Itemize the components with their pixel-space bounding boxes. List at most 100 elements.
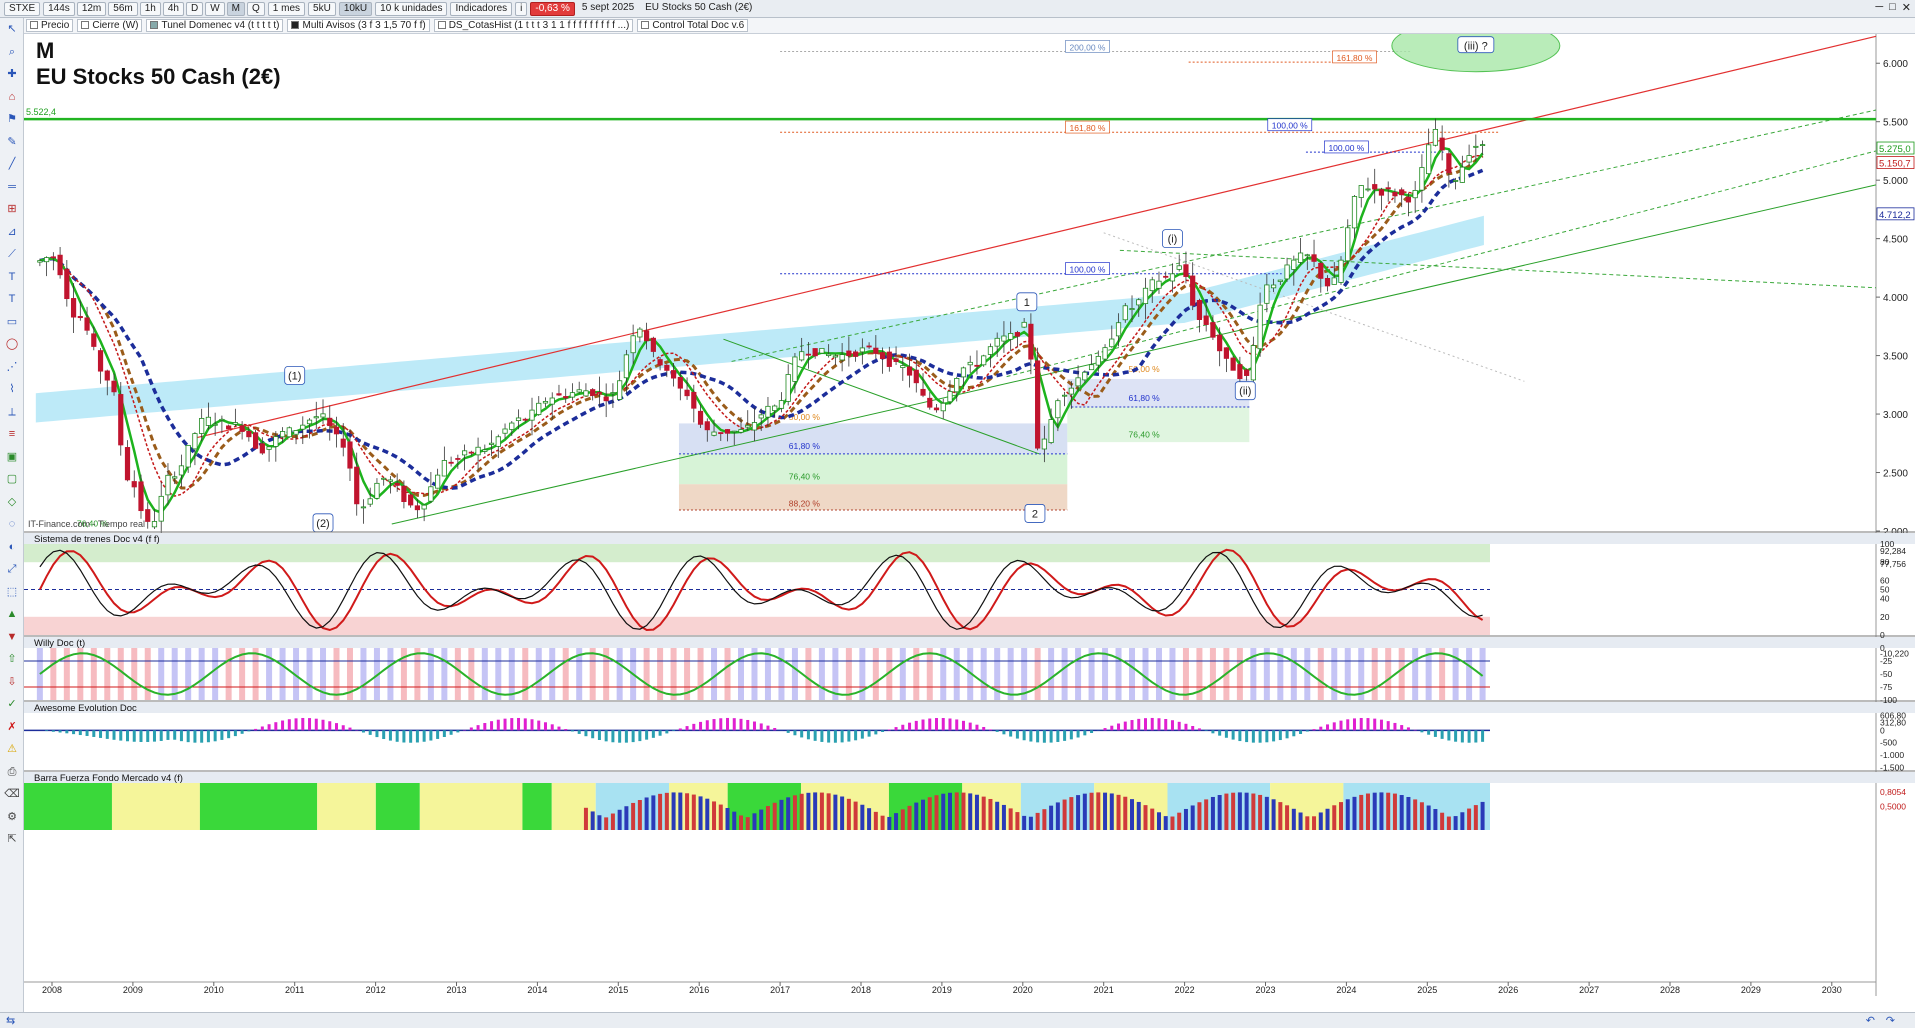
trenes-axis-label: 92,284: [1880, 546, 1906, 556]
barra-bar: [772, 802, 777, 830]
interval-button-1h[interactable]: 1h: [139, 1, 161, 16]
symbol-select[interactable]: STXE: [4, 1, 41, 16]
navigator-icon[interactable]: ⇆: [6, 1015, 16, 1027]
tool-17-icon[interactable]: ⟂: [8, 405, 16, 418]
barra-bar: [1298, 812, 1303, 830]
candle-body: [866, 345, 872, 348]
tool-9-icon[interactable]: ⊿: [7, 225, 17, 238]
tool-11-icon[interactable]: T: [8, 270, 16, 283]
tool-14-icon[interactable]: ◯: [5, 338, 19, 350]
awesome-bar: [1440, 730, 1444, 739]
tool-4-icon[interactable]: ⚑: [7, 113, 17, 125]
barra-bar: [1109, 793, 1114, 830]
candle-body: [947, 391, 953, 403]
candle-body: [232, 422, 238, 425]
candle-body: [1014, 332, 1021, 337]
tool-33-icon[interactable]: ⎙: [7, 765, 17, 778]
time-axis-label: 2019: [932, 985, 952, 995]
awesome-bar: [442, 730, 446, 737]
tool-20-icon[interactable]: ▢: [6, 473, 18, 485]
awesome-bar: [766, 725, 770, 731]
units-10k-button[interactable]: 10kU: [338, 1, 373, 16]
cotas-hist-toggle[interactable]: DS_CotasHist (1 t t t 3 1 1 f f f f f f …: [433, 19, 634, 32]
tool-21-icon[interactable]: ◇: [7, 495, 17, 508]
tool-16-icon[interactable]: ⌇: [9, 383, 15, 395]
tool-5-icon[interactable]: ✎: [7, 135, 17, 148]
tool-3-icon[interactable]: ⌂: [8, 90, 16, 103]
tool-6-icon[interactable]: ╱: [8, 158, 16, 170]
barra-bar: [1237, 792, 1242, 830]
control-total-toggle[interactable]: Control Total Doc v.6: [637, 19, 749, 32]
tool-22-icon[interactable]: ◌: [8, 518, 16, 530]
tool-35-icon[interactable]: ⚙: [7, 810, 17, 823]
interval-button-56m[interactable]: 56m: [108, 1, 138, 16]
tool-32-icon[interactable]: ⚠: [7, 743, 17, 755]
tool-27-icon[interactable]: ▼: [6, 630, 18, 643]
tool-28-icon[interactable]: ⇧: [7, 653, 17, 665]
fib-label: 161,80 %: [1065, 120, 1110, 134]
tool-23-icon[interactable]: ◐: [8, 540, 16, 553]
drawing-toolbar: ↖ ⌕ ✚ ⌂ ⚑ ✎ ╱ ═ ⊞ ⊿ ⟋ T T ▭ ◯ ⋰ ⌇ ⟂ ≡ ▣ ▢ ◇ ◌ ◐ ⤢ ⬚ ▲ ▼ ⇧ ⇩ ✓ ✗ ⚠ ⎙ ⌫ ⚙ ⇱: [0, 18, 24, 1028]
interval-button-q[interactable]: Q: [247, 1, 265, 16]
tool-34-icon[interactable]: ⌫: [4, 788, 20, 800]
tool-12-icon[interactable]: T: [8, 293, 16, 305]
info-icon[interactable]: i: [515, 1, 528, 16]
awesome-bar: [719, 718, 723, 731]
tool-13-icon[interactable]: ▭: [6, 315, 18, 328]
close-icon[interactable]: ✕: [1901, 2, 1911, 14]
fib-label-box: [1332, 50, 1377, 64]
price-toggle[interactable]: Precio: [26, 19, 74, 32]
redo-icon[interactable]: ↷: [1885, 1015, 1895, 1027]
interval-button-12m[interactable]: 12m: [76, 1, 107, 16]
panel-title: Awesome Evolution Doc: [34, 703, 137, 714]
panel-header: [24, 702, 1915, 713]
barra-bar: [624, 806, 629, 830]
tool-19-icon[interactable]: ▣: [6, 450, 18, 463]
tool-18-icon[interactable]: ≡: [8, 428, 16, 440]
multi-avisos-toggle[interactable]: Multi Avisos (3 f 3 1,5 70 f f): [287, 19, 430, 32]
tool-36-icon[interactable]: ⇱: [7, 833, 17, 845]
tool-29-icon[interactable]: ⇩: [7, 675, 17, 688]
maximize-icon[interactable]: □: [1889, 1, 1896, 13]
tool-0-icon[interactable]: ↖: [7, 23, 17, 35]
close-weekly-toggle[interactable]: Cierre (W): [77, 19, 143, 32]
units-select[interactable]: 10 k unidades: [375, 1, 448, 16]
minimize-icon[interactable]: ─: [1875, 1, 1884, 13]
fib-label: 76,40 %: [789, 472, 821, 482]
trenes-axis-label: 0: [1880, 630, 1885, 640]
tool-1-icon[interactable]: ⌕: [8, 45, 16, 58]
tool-25-icon[interactable]: ⬚: [6, 585, 18, 598]
tool-30-icon[interactable]: ✓: [7, 698, 17, 710]
tool-7-icon[interactable]: ═: [8, 180, 16, 193]
interval-button-w[interactable]: W: [205, 1, 225, 16]
awesome-bar: [92, 730, 96, 737]
tool-15-icon[interactable]: ⋰: [6, 360, 18, 373]
tool-8-icon[interactable]: ⊞: [7, 203, 17, 215]
tool-10-icon[interactable]: ⟋: [8, 248, 16, 260]
awesome-bar: [584, 730, 588, 737]
tool-2-icon[interactable]: ✚: [7, 68, 17, 80]
interval-button-m[interactable]: M: [226, 1, 245, 16]
tool-31-icon[interactable]: ✗: [7, 720, 17, 733]
undo-icon[interactable]: ↶: [1865, 1015, 1875, 1027]
candle-body: [542, 400, 549, 404]
interval-button-4h[interactable]: 4h: [162, 1, 184, 16]
willy-bar: [360, 648, 367, 700]
tool-24-icon[interactable]: ⤢: [7, 563, 17, 575]
awesome-axis-label: 0: [1880, 725, 1885, 735]
range-select[interactable]: 1 mes: [267, 1, 306, 16]
units-5k-button[interactable]: 5kU: [308, 1, 336, 16]
candle-body: [1082, 371, 1088, 381]
candle-body: [199, 418, 205, 434]
indicators-button[interactable]: Indicadores: [450, 1, 513, 16]
chart-area[interactable]: 6.000 5.500 5.000 4.500 4.000 3.500 3.000 2.500…: [24, 34, 1915, 996]
interval-button-d[interactable]: D: [185, 1, 204, 16]
tool-26-icon[interactable]: ▲: [6, 608, 18, 620]
candle-body: [327, 417, 333, 427]
candle-body: [1169, 273, 1176, 282]
interval-button-144s[interactable]: 144s: [43, 1, 75, 16]
awesome-bar: [705, 720, 709, 731]
tunel-toggle[interactable]: Tunel Domenec v4 (t t t t t): [146, 19, 284, 32]
candle-body: [1095, 355, 1101, 366]
awesome-bar: [631, 730, 635, 743]
